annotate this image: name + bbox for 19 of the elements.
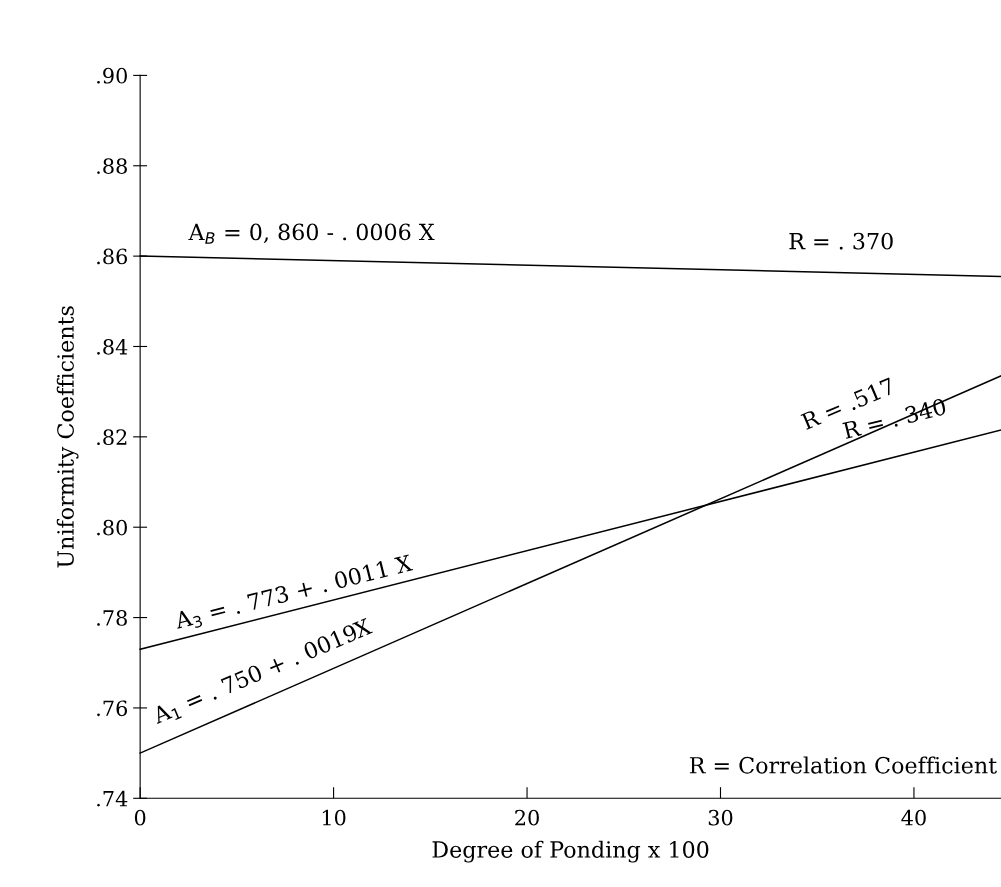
y-tick-label: .82 [97, 429, 127, 446]
y-tick-label: .76 [97, 700, 128, 717]
x-tick-label: 40 [901, 809, 926, 826]
x-tick-label: 30 [708, 809, 733, 826]
annotation: R = Correlation Coefficient [689, 756, 997, 774]
x-tick-label: 10 [322, 809, 346, 826]
y-tick-label: .78 [97, 610, 127, 626]
y-tick-label: .84 [97, 338, 128, 355]
annotation: R = . 370 [789, 232, 893, 250]
annotation: A$_{B}$ = 0, 860 - . 0006 X [188, 223, 435, 244]
y-tick-label: .80 [97, 519, 127, 536]
x-tick-label: 20 [515, 809, 539, 826]
y-tick-label: .88 [97, 158, 127, 174]
x-tick-label: 0 [134, 809, 146, 826]
y-tick-label: .74 [97, 790, 128, 807]
y-axis-title: Uniformity Coefficients [56, 306, 79, 568]
y-tick-label: .86 [97, 248, 128, 265]
x-axis-title: Degree of Ponding x 100 [432, 840, 709, 863]
y-tick-label: .90 [97, 67, 127, 84]
